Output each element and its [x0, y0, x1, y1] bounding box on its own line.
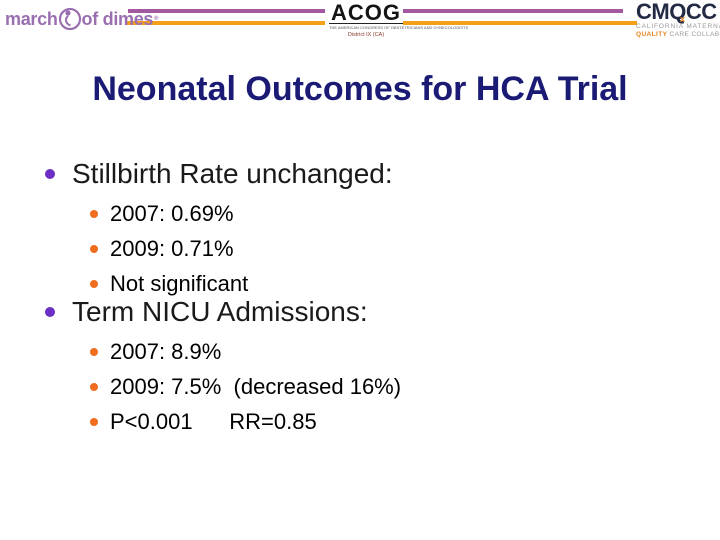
page-title: Neonatal Outcomes for HCA Trial [92, 70, 628, 108]
bullet-heading-stillbirth: Stillbirth Rate unchanged: [45, 158, 393, 190]
level1-bullet-icon [45, 169, 55, 179]
acog-district: District IX (CA) [347, 32, 385, 38]
sub-bullet-not-significant: Not significant [90, 271, 249, 296]
bullet-heading-label: Stillbirth Rate unchanged: [72, 158, 393, 189]
header-line-orange-left [127, 21, 325, 25]
level2-bullet-icon [90, 280, 98, 288]
sub-bullet-2009-nicu: 2009: 7.5% (decreased 16%) [90, 374, 402, 399]
acog-logo: ACOG THE AMERICAN CONGRESS OF OBSTETRICI… [329, 0, 469, 38]
march-of-dimes-word-ofdimes: of dimes [81, 9, 154, 29]
sub-bullet-label: 2009: 0.71% [110, 236, 234, 261]
march-of-dimes-logo: march of dimes ® [5, 6, 159, 32]
level2-bullet-icon [90, 245, 98, 253]
march-of-dimes-word-march: march [5, 9, 58, 29]
level2-bullet-icon [90, 383, 98, 391]
level2-bullet-icon [90, 418, 98, 426]
sub-bullet-label: 2009: 7.5% (decreased 16%) [110, 374, 402, 399]
header-line-purple-right [403, 9, 623, 13]
cmqcc-tagline-rest: CARE COLLABORATIVE [669, 31, 720, 38]
sub-bullet-label: 2007: 8.9% [110, 339, 222, 364]
trademark-symbol: ® [154, 16, 159, 22]
header-line-orange-right [403, 21, 637, 25]
cmqcc-name: CMQCC [636, 0, 717, 24]
cmqcc-q-accent: x [680, 14, 686, 24]
sub-bullet-label: Not significant [110, 271, 249, 296]
cmqcc-logo: CMQCC x CALIFORNIA MATERNAL QUALITY CARE… [636, 0, 720, 39]
sub-bullet-label: P<0.001 RR=0.85 [110, 409, 317, 434]
header-line-purple-left [128, 9, 325, 13]
sub-bullet-pvalue: P<0.001 RR=0.85 [90, 409, 317, 434]
sub-bullet-2007-stillbirth: 2007: 0.69% [90, 201, 234, 226]
sub-bullet-2007-nicu: 2007: 8.9% [90, 339, 222, 364]
sub-bullet-2009-stillbirth: 2009: 0.71% [90, 236, 234, 261]
level1-bullet-icon [45, 307, 55, 317]
cmqcc-tagline-2: QUALITY CARE COLLABORATIVE [636, 31, 720, 38]
sub-bullet-label: 2007: 0.69% [110, 201, 234, 226]
level2-bullet-icon [90, 210, 98, 218]
cmqcc-tagline-highlight: QUALITY [636, 31, 668, 38]
cmqcc-tagline-1: CALIFORNIA MATERNAL [636, 23, 720, 30]
acog-name: ACOG [329, 0, 403, 25]
bullet-heading-label: Term NICU Admissions: [72, 296, 368, 327]
acog-subtitle: THE AMERICAN CONGRESS OF OBSTETRICIANS A… [329, 25, 469, 30]
mother-baby-icon [58, 7, 81, 31]
bullet-heading-nicu: Term NICU Admissions: [45, 296, 368, 328]
level2-bullet-icon [90, 348, 98, 356]
